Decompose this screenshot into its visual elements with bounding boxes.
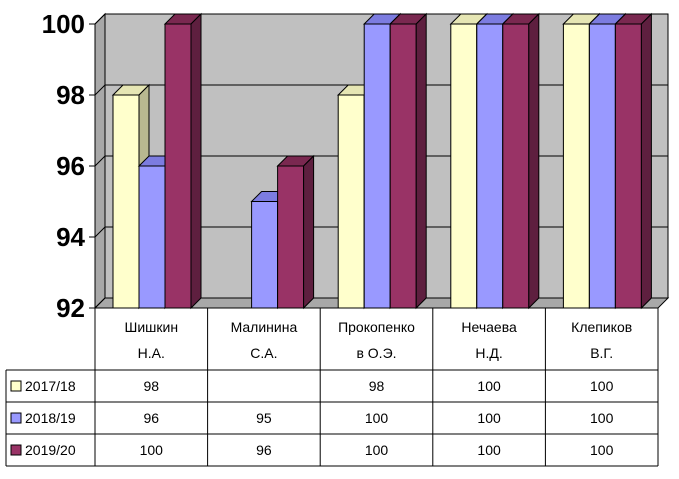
legend-swatch [10, 444, 22, 456]
bar-side [528, 12, 540, 310]
y-tick-label: 94 [56, 222, 85, 252]
bar-front [588, 23, 616, 309]
bar-front [138, 165, 166, 309]
data-label: 100 [590, 442, 614, 458]
bar-side [303, 154, 315, 310]
data-label: 98 [144, 378, 160, 394]
bar-front [562, 23, 590, 309]
bar-front [337, 94, 365, 309]
data-label: 100 [365, 410, 389, 426]
category-label: Н.Д. [475, 345, 502, 361]
bar-front [476, 23, 504, 309]
y-tick-label: 98 [56, 80, 85, 110]
y-tick-label: 96 [56, 151, 85, 181]
bar-front [363, 23, 391, 309]
bar-front [502, 23, 530, 309]
legend-swatch [10, 412, 22, 424]
category-label: Н.А. [138, 345, 165, 361]
category-label: Малинина [231, 319, 298, 335]
data-label: 100 [140, 442, 164, 458]
category-label: Клепиков [571, 319, 632, 335]
bar-side [190, 12, 202, 310]
bar-side [640, 12, 652, 310]
data-label: 100 [477, 442, 501, 458]
y-tick-label: 92 [56, 293, 85, 323]
data-label: 100 [365, 442, 389, 458]
data-label: 100 [477, 378, 501, 394]
category-label: Прокопенко [338, 319, 415, 335]
bar-front [450, 23, 478, 309]
data-label: 96 [256, 442, 272, 458]
legend-label: 2017/18 [25, 378, 76, 394]
y-tick-label: 100 [42, 9, 85, 39]
category-label: С.А. [250, 345, 277, 361]
bar-front [112, 94, 140, 309]
bar-front [164, 23, 192, 309]
category-label: Нечаева [461, 319, 517, 335]
bar-front [251, 201, 279, 309]
data-label: 95 [256, 410, 272, 426]
data-label: 96 [144, 410, 160, 426]
data-label: 100 [590, 378, 614, 394]
bar-front [614, 23, 642, 309]
legend-label: 2018/19 [25, 410, 76, 426]
legend-label: 2019/20 [25, 442, 76, 458]
data-label: 100 [590, 410, 614, 426]
category-label: В.Г. [590, 345, 613, 361]
category-label: в О.Э. [356, 345, 396, 361]
bar-side [415, 12, 427, 310]
legend-swatch [10, 380, 22, 392]
bar-front [389, 23, 417, 309]
data-label: 98 [369, 378, 385, 394]
bar-front [277, 165, 305, 309]
data-label: 100 [477, 410, 501, 426]
category-label: Шишкин [125, 319, 179, 335]
